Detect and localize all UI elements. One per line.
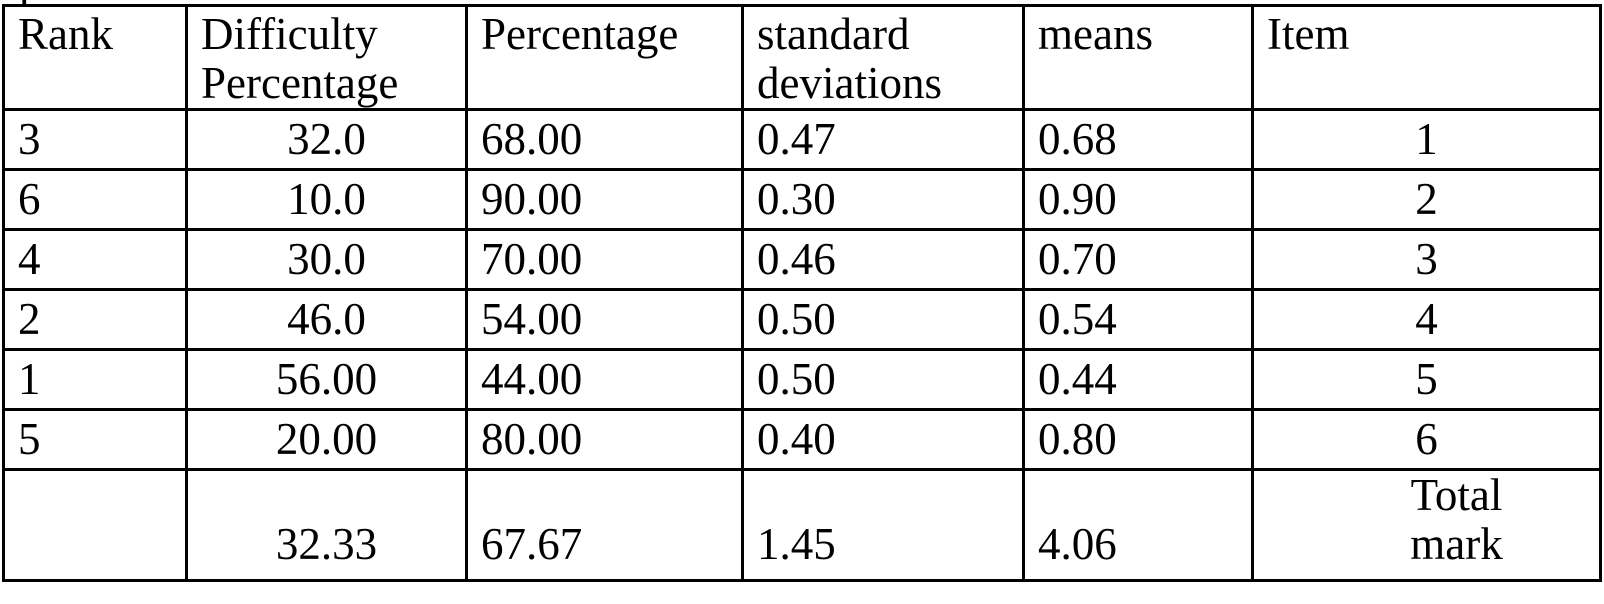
cell-item: 1 (1251, 108, 1602, 171)
cell-standard-deviation: 0.47 (741, 108, 1025, 171)
clipped-text-glyph: p (19, 0, 42, 6)
cell-rank: 1 (2, 348, 188, 411)
cell-standard-deviation: 0.50 (741, 348, 1025, 411)
summary-row: 32.33 67.67 1.45 4.06 Total mark (2, 468, 1602, 582)
table-header-row: Rank Difficulty Percentage Percentage st… (2, 4, 1602, 111)
cell-mean: 0.68 (1022, 108, 1254, 171)
summary-percentage-cell: 67.67 (465, 468, 744, 582)
statistics-table: Rank Difficulty Percentage Percentage st… (2, 4, 1602, 582)
summary-mean-cell: 4.06 (1022, 468, 1254, 582)
cell-rank: 2 (2, 288, 188, 351)
cell-mean: 0.44 (1022, 348, 1254, 411)
header-difficulty-percentage: Difficulty Percentage (185, 4, 468, 111)
cell-mean: 0.70 (1022, 228, 1254, 291)
cell-rank: 4 (2, 228, 188, 291)
cell-standard-deviation: 0.40 (741, 408, 1025, 471)
cell-mean: 0.54 (1022, 288, 1254, 351)
header-standard-deviations: standard deviations (741, 4, 1025, 111)
cell-difficulty-percentage: 30.0 (185, 228, 468, 291)
cell-difficulty-percentage: 56.00 (185, 348, 468, 411)
cell-item: 5 (1251, 348, 1602, 411)
cell-item: 6 (1251, 408, 1602, 471)
cell-rank: 3 (2, 108, 188, 171)
cell-percentage: 54.00 (465, 288, 744, 351)
summary-rank-cell (2, 468, 188, 582)
summary-difficulty-percentage-cell: 32.33 (185, 468, 468, 582)
cell-rank: 5 (2, 408, 188, 471)
cell-item: 3 (1251, 228, 1602, 291)
table-row: 4 30.0 70.00 0.46 0.70 3 (2, 228, 1602, 291)
table-row: 5 20.00 80.00 0.40 0.80 6 (2, 408, 1602, 471)
cell-standard-deviation: 0.46 (741, 228, 1025, 291)
cell-standard-deviation: 0.50 (741, 288, 1025, 351)
table-row: 1 56.00 44.00 0.50 0.44 5 (2, 348, 1602, 411)
cell-percentage: 90.00 (465, 168, 744, 231)
header-means: means (1022, 4, 1254, 111)
cell-percentage: 80.00 (465, 408, 744, 471)
cell-difficulty-percentage: 32.0 (185, 108, 468, 171)
cell-percentage: 70.00 (465, 228, 744, 291)
table-row: 3 32.0 68.00 0.47 0.68 1 (2, 108, 1602, 171)
cell-item: 2 (1251, 168, 1602, 231)
cell-difficulty-percentage: 20.00 (185, 408, 468, 471)
header-item: Item (1251, 4, 1602, 111)
cell-mean: 0.80 (1022, 408, 1254, 471)
summary-item-cell: Total mark (1251, 468, 1602, 582)
cell-item: 4 (1251, 288, 1602, 351)
header-percentage: Percentage (465, 4, 744, 111)
table-row: 6 10.0 90.00 0.30 0.90 2 (2, 168, 1602, 231)
cell-rank: 6 (2, 168, 188, 231)
cell-standard-deviation: 0.30 (741, 168, 1025, 231)
summary-item-label: Total mark (1410, 470, 1503, 569)
cell-mean: 0.90 (1022, 168, 1254, 231)
cell-percentage: 68.00 (465, 108, 744, 171)
cell-difficulty-percentage: 46.0 (185, 288, 468, 351)
clipped-text-fragment: p (19, 0, 45, 6)
summary-standard-deviation-cell: 1.45 (741, 468, 1025, 582)
header-rank: Rank (2, 4, 188, 111)
cell-difficulty-percentage: 10.0 (185, 168, 468, 231)
cell-percentage: 44.00 (465, 348, 744, 411)
table-row: 2 46.0 54.00 0.50 0.54 4 (2, 288, 1602, 351)
